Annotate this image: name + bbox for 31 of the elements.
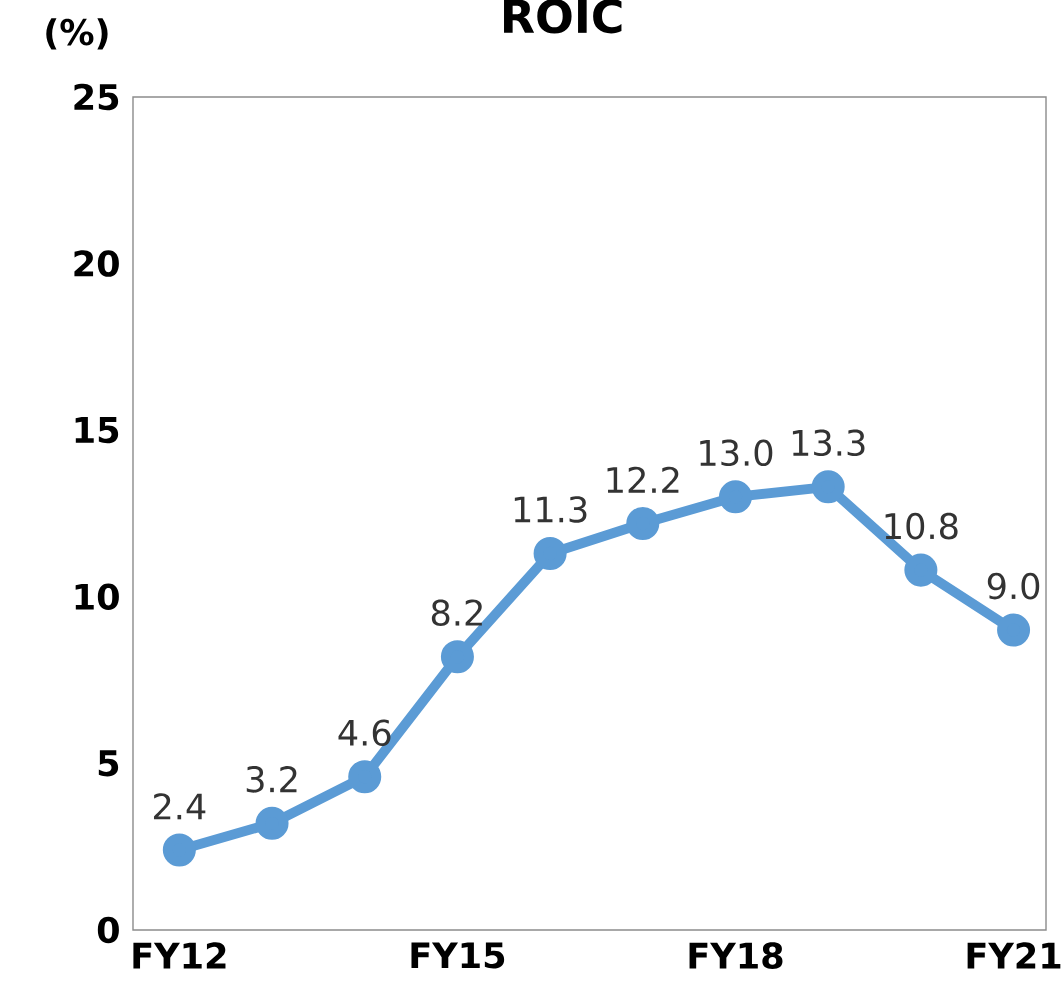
point xyxy=(811,470,845,504)
point xyxy=(162,833,196,867)
point xyxy=(348,760,382,794)
point xyxy=(718,480,753,514)
y-axis-title: (%) xyxy=(46,18,108,50)
y-tick-label: 25 xyxy=(74,83,119,111)
y-tick-label: 20 xyxy=(74,250,119,277)
data-label: 4.6 xyxy=(338,719,391,747)
data-label: 13.3 xyxy=(792,429,865,457)
x-tick-label: FY12 xyxy=(133,942,226,969)
y-tick-label: 10 xyxy=(75,583,119,611)
data-label: 12.2 xyxy=(607,466,679,493)
y-tick-label: 15 xyxy=(75,417,119,444)
data-label: 10.8 xyxy=(885,512,958,540)
point xyxy=(997,613,1031,647)
data-label: 3.2 xyxy=(246,766,297,793)
y-tick-label: 5 xyxy=(98,750,119,777)
point xyxy=(533,536,567,570)
point xyxy=(440,640,474,674)
x-tick-label: FY18 xyxy=(689,942,783,969)
y-tick-label: 0 xyxy=(97,916,119,944)
data-label: 11.3 xyxy=(514,496,587,523)
point xyxy=(904,553,938,587)
x-tick-label: FY21 xyxy=(967,942,1061,969)
point xyxy=(255,806,289,840)
point xyxy=(626,506,660,540)
data-label: 8.2 xyxy=(431,599,482,627)
data-label: 9.0 xyxy=(987,572,1040,600)
data-label: 2.4 xyxy=(153,793,206,820)
x-tick-label: FY15 xyxy=(411,942,505,969)
data-label: 13.0 xyxy=(700,439,773,467)
